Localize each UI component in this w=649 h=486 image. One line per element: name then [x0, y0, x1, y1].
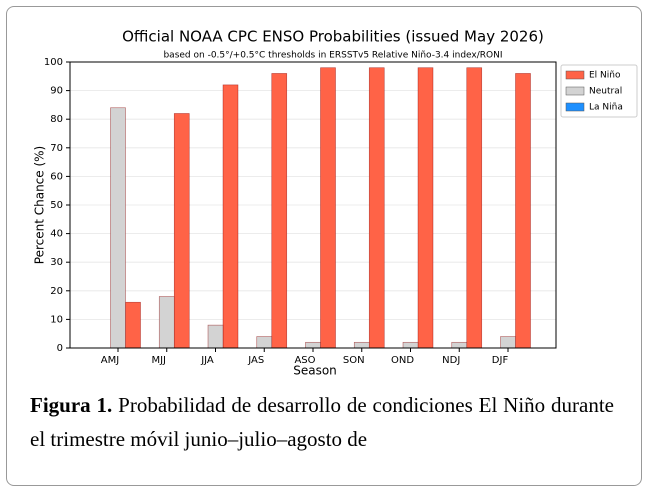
bar: [402, 341, 419, 349]
x-tick-label: NDJ: [442, 355, 460, 366]
bar: [110, 107, 126, 349]
bar: [222, 84, 239, 349]
y-tick-label: 90: [50, 86, 63, 97]
x-axis-label: Season: [293, 364, 337, 378]
x-tick-label: OND: [391, 355, 414, 366]
chart-title: Official NOAA CPC ENSO Probabilities (is…: [122, 28, 544, 46]
x-tick-label: SON: [343, 355, 365, 366]
bar: [207, 324, 224, 349]
legend-swatch: [565, 86, 585, 96]
y-axis-label: Percent Chance (%): [33, 146, 47, 264]
bar: [466, 67, 483, 349]
y-tick-label: 10: [50, 314, 63, 325]
caption: Figura 1. Probabilidad de desarrollo de …: [30, 388, 614, 474]
y-tick-label: 100: [44, 57, 63, 68]
bar: [305, 341, 321, 349]
bar: [158, 296, 175, 349]
chart: Official NOAA CPC ENSO Probabilities (is…: [33, 28, 638, 378]
x-tick-label: JAS: [247, 355, 264, 366]
caption-label: Figura 1.: [30, 393, 113, 417]
plot-frame: [69, 61, 557, 349]
y-tick-label: 40: [50, 229, 63, 240]
y-tick-label: 20: [50, 286, 63, 297]
x-tick-label: DJF: [492, 355, 509, 366]
x-tick-label: AMJ: [101, 355, 119, 366]
chart-subtitle: based on -0.5°/+0.5°C thresholds in ERSS…: [163, 51, 502, 61]
caption-text: Probabilidad de desarrollo de condicione…: [30, 393, 614, 451]
bar: [417, 67, 434, 349]
bar: [353, 341, 370, 349]
legend-label: El Niño: [589, 71, 621, 81]
y-tick-label: 30: [50, 257, 63, 268]
legend-swatch: [565, 102, 585, 112]
bar: [173, 113, 190, 349]
y-tick-label: 60: [50, 171, 63, 182]
legend-label: Neutral: [589, 87, 622, 97]
bar: [125, 301, 141, 349]
bar: [271, 73, 288, 349]
legend-swatch: [565, 70, 585, 80]
bar: [368, 67, 385, 349]
x-tick-label: MJJ: [151, 355, 166, 366]
legend-label: La Niña: [589, 103, 623, 113]
y-tick-label: 50: [50, 200, 63, 211]
bar: [320, 67, 336, 349]
x-tick-label: ASO: [294, 355, 315, 366]
bar: [500, 336, 516, 349]
bar: [256, 336, 273, 349]
y-tick-label: 0: [57, 343, 63, 354]
bar: [451, 341, 468, 349]
x-tick-label: JJA: [200, 355, 214, 366]
y-tick-label: 80: [50, 114, 63, 125]
y-tick-label: 70: [50, 143, 63, 154]
bar: [515, 73, 531, 349]
